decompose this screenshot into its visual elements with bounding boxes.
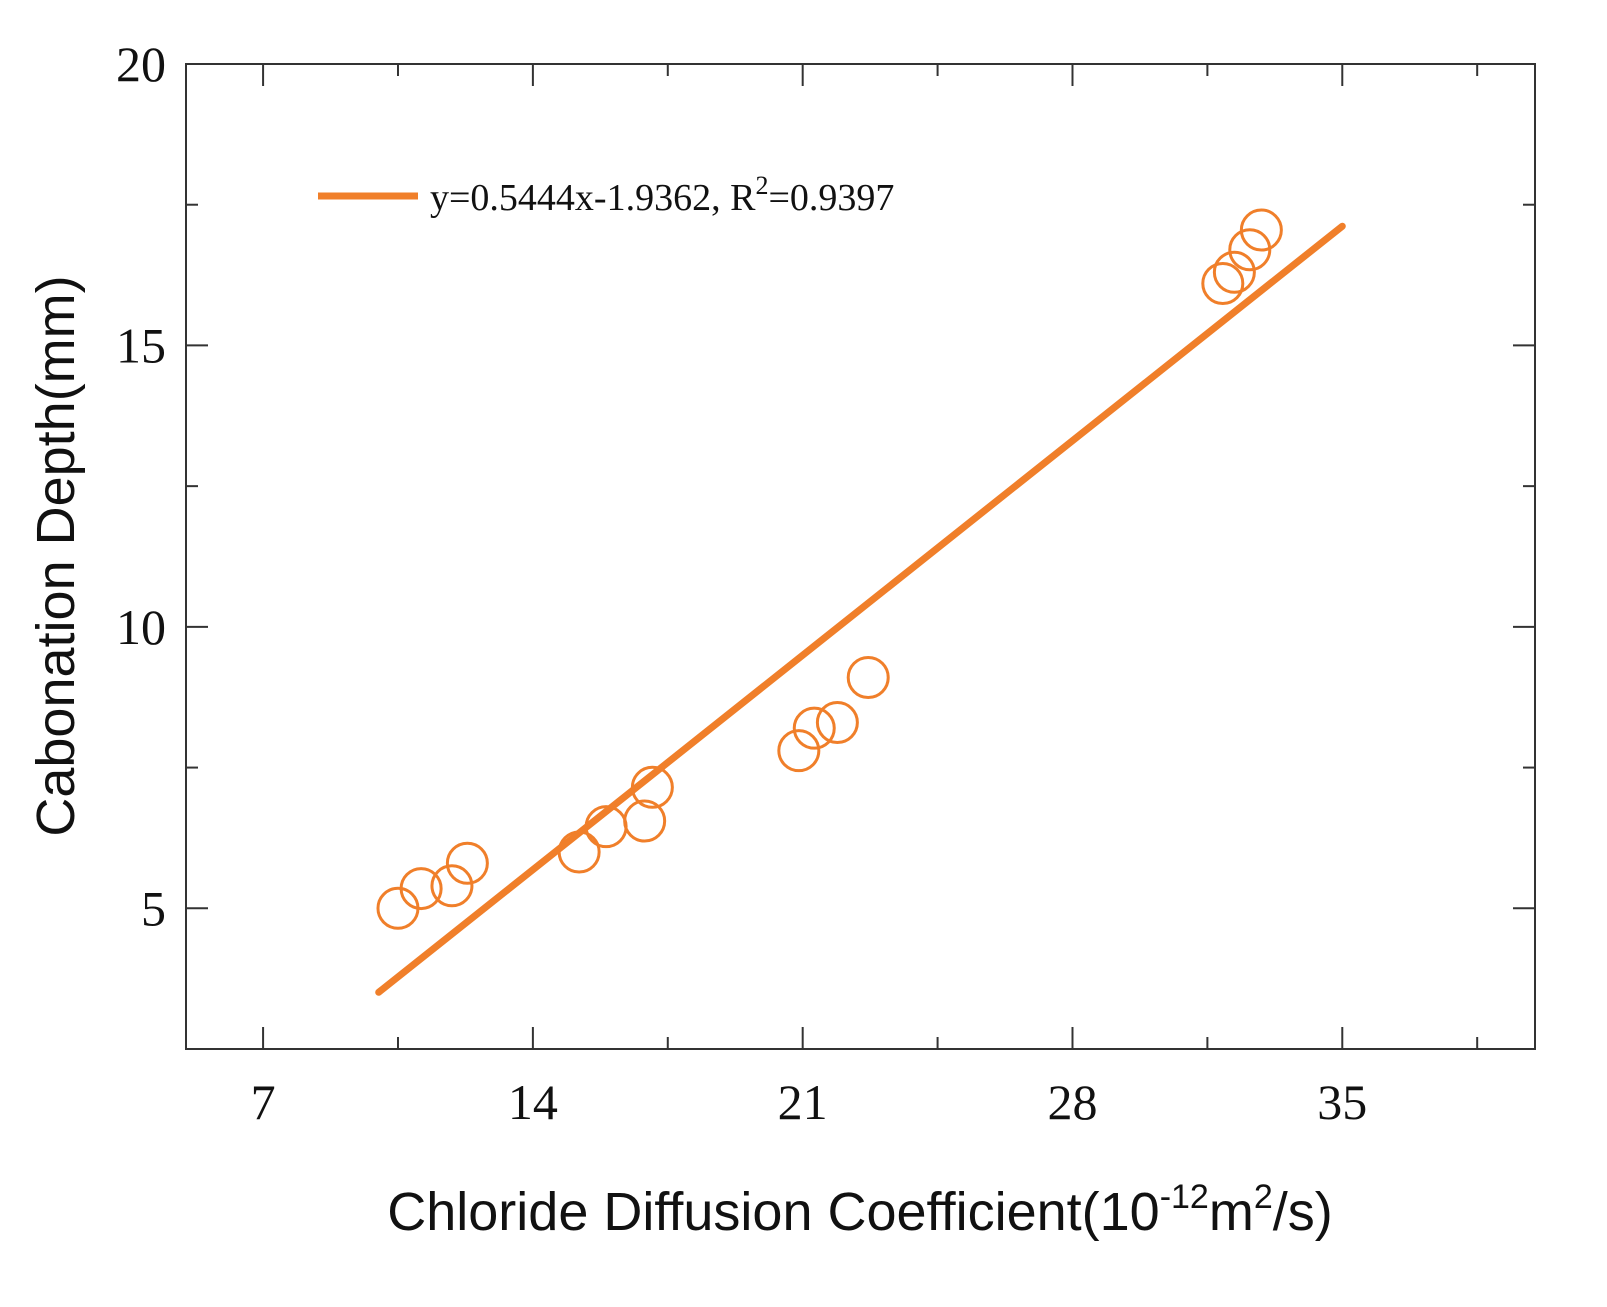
legend-label-main: y=0.5444x-1.9362, R bbox=[430, 177, 756, 219]
x-axis-title-mid: m bbox=[1209, 1182, 1254, 1242]
legend-label-end: =0.9397 bbox=[768, 177, 894, 219]
data-point bbox=[630, 765, 674, 809]
data-point bbox=[1239, 208, 1283, 252]
data-point bbox=[815, 701, 859, 745]
data-point bbox=[1212, 250, 1256, 294]
legend-label-sup: 2 bbox=[755, 171, 768, 200]
axis-ticks: 7 14 21 28 35 5 10 15 20 bbox=[116, 36, 1535, 1130]
y-tick-label: 5 bbox=[141, 880, 166, 936]
x-axis-title-main: Chloride Diffusion Coefficient(10 bbox=[387, 1182, 1159, 1242]
x-tick-label: 14 bbox=[508, 1074, 558, 1130]
legend: y=0.5444x-1.9362, R2=0.9397 bbox=[318, 171, 894, 219]
y-tick-label: 15 bbox=[116, 317, 166, 373]
legend-label: y=0.5444x-1.9362, R2=0.9397 bbox=[430, 171, 894, 219]
plot-frame bbox=[185, 63, 1536, 1050]
x-tick-label: 21 bbox=[778, 1074, 828, 1130]
data-point bbox=[846, 656, 890, 700]
data-point bbox=[777, 729, 821, 773]
data-point bbox=[430, 864, 474, 908]
x-axis-title-exp1: -12 bbox=[1160, 1178, 1209, 1216]
data-points bbox=[376, 208, 1283, 930]
data-point bbox=[623, 799, 667, 843]
y-axis-title: Cabonation Depth(mm) bbox=[26, 275, 86, 836]
data-point bbox=[557, 830, 601, 874]
data-point bbox=[445, 841, 489, 885]
data-point bbox=[376, 886, 420, 930]
data-point bbox=[1201, 262, 1245, 306]
x-tick-label: 7 bbox=[251, 1074, 276, 1130]
fit-line-group bbox=[375, 222, 1346, 996]
x-axis-title-exp2: 2 bbox=[1254, 1178, 1273, 1216]
y-tick-label: 10 bbox=[116, 599, 166, 655]
x-axis-title: Chloride Diffusion Coefficient(10-12m2/s… bbox=[387, 1178, 1332, 1242]
x-tick-label: 28 bbox=[1047, 1074, 1097, 1130]
x-tick-label: 35 bbox=[1317, 1074, 1367, 1130]
data-point bbox=[399, 867, 443, 911]
data-point bbox=[792, 706, 836, 750]
fit-line bbox=[375, 222, 1346, 996]
y-tick-label: 20 bbox=[116, 36, 166, 92]
x-axis-title-end: /s) bbox=[1273, 1182, 1333, 1242]
